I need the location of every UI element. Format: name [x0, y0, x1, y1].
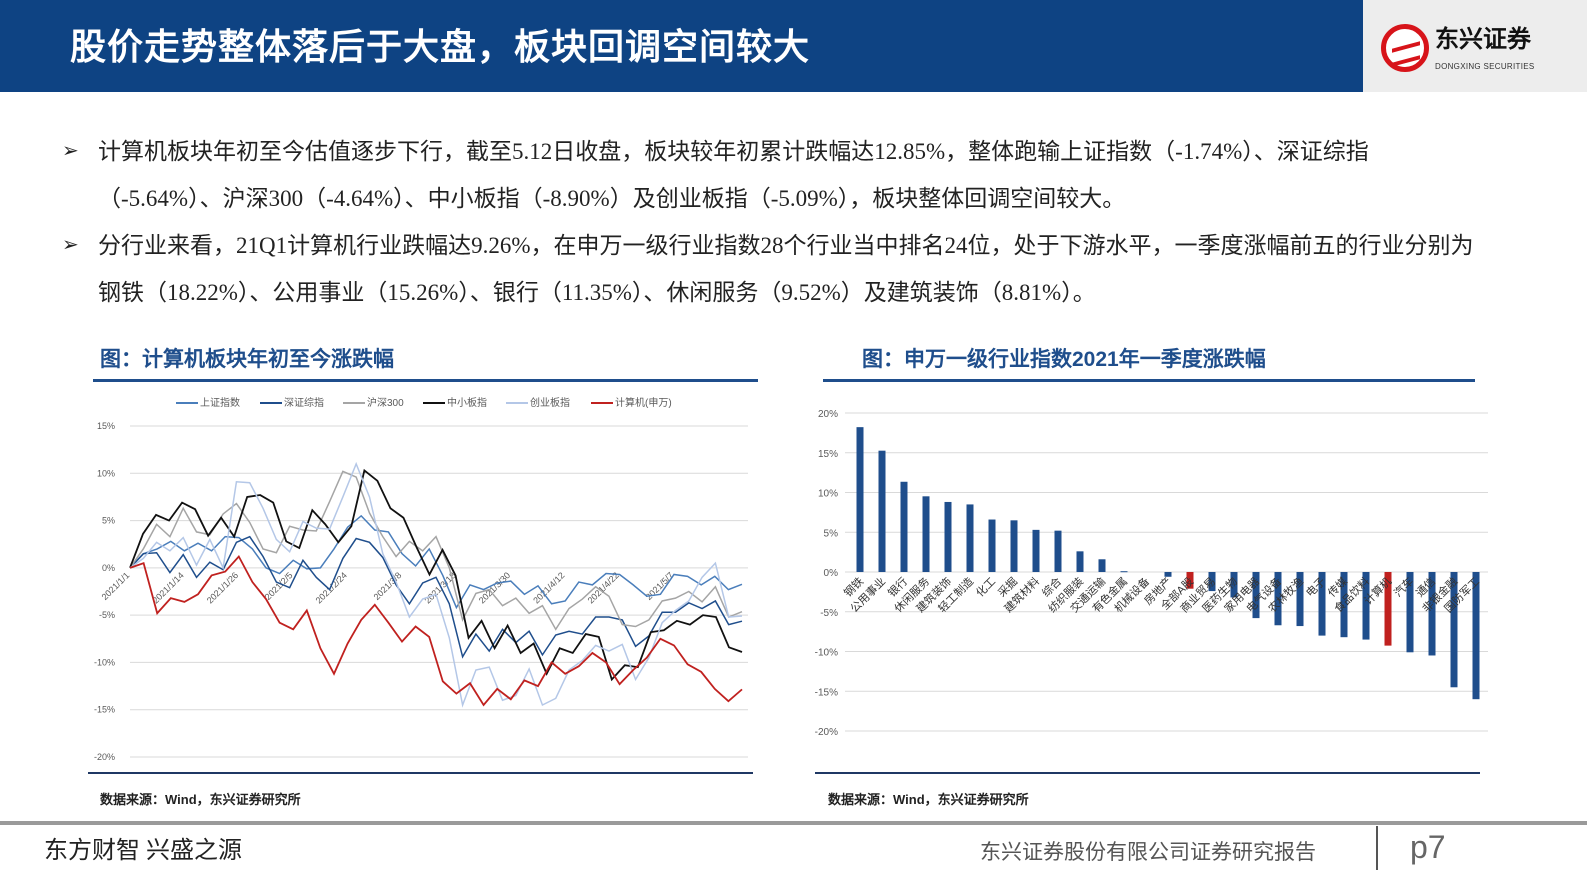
- bar-钢铁: [856, 427, 864, 572]
- y-tick-label: -10%: [94, 657, 115, 667]
- bar-建筑材料: [1032, 529, 1040, 572]
- bar-电气设备: [1274, 572, 1282, 626]
- bar-休闲服务: [922, 496, 930, 572]
- x-tick-label: 2021/2/24: [314, 570, 349, 605]
- bullet-2: ➢ 分行业来看，21Q1计算机行业跌幅达9.26%，在申万一级行业指数28个行业当…: [62, 222, 1482, 316]
- logo-emblem-icon: [1381, 24, 1429, 72]
- bullet-list: ➢ 计算机板块年初至今估值逐步下行，截至5.12日收盘，板块较年初累计跌幅达12.…: [62, 128, 1482, 316]
- bar-医药生物: [1230, 572, 1238, 598]
- series-line-5: [129, 554, 743, 707]
- y-tick-label: 10%: [818, 489, 838, 500]
- bar-chart: 20%15%10%5%0%-5%-10%-15%-20%钢铁公用事业银行休闲服务…: [815, 409, 1488, 738]
- bar-有色金属: [1120, 571, 1128, 573]
- y-tick-label: 15%: [97, 421, 115, 431]
- bar-全部A股: [1186, 572, 1194, 589]
- bar-商业贸易: [1208, 572, 1216, 592]
- logo-name-en: DONGXING SECURITIES: [1435, 62, 1535, 71]
- y-tick-label: 0%: [102, 563, 115, 573]
- x-tick-label: 2021/3/8: [372, 570, 404, 602]
- y-tick-label: -15%: [815, 687, 838, 698]
- bar-化工: [988, 519, 996, 572]
- series-line-4: [129, 461, 743, 708]
- y-tick-label: -20%: [815, 727, 838, 738]
- y-tick-label: 5%: [102, 516, 115, 526]
- chart-title-left: 图：计算机板块年初至今涨跌幅: [100, 348, 394, 371]
- x-category-label: 化工: [973, 574, 998, 599]
- divider: [88, 772, 753, 774]
- bar-建筑装饰: [944, 501, 952, 572]
- y-tick-label: -5%: [99, 610, 115, 620]
- legend-label: 创业板指: [530, 396, 570, 409]
- y-tick-label: 10%: [97, 468, 115, 478]
- series-line-2: [129, 470, 743, 631]
- bar-采掘: [1010, 520, 1018, 572]
- y-tick-label: 15%: [818, 449, 838, 460]
- bar-轻工制造: [966, 504, 974, 572]
- arrow-right-icon: ➢: [62, 140, 79, 162]
- bar-家用电器: [1252, 572, 1260, 619]
- bar-交通运输: [1098, 559, 1106, 572]
- y-tick-label: 20%: [818, 409, 838, 420]
- x-tick-label: 2021/1/1: [100, 570, 132, 602]
- line-chart: 15% 10% 5% 0% -5% -10% -15% -20% 2021/1/1 2021/1/…: [94, 396, 748, 762]
- bar-公用事业: [878, 450, 886, 572]
- page-title: 股价走势整体落后于大盘，板块回调空间较大: [70, 26, 811, 67]
- y-tick-label: 5%: [824, 528, 839, 539]
- x-tick-label: 2021/3/30: [477, 570, 512, 605]
- legend-label: 沪深300: [367, 396, 404, 409]
- y-tick-label: -20%: [94, 752, 115, 762]
- bar-房地产: [1164, 572, 1172, 577]
- y-tick-label: -5%: [820, 608, 838, 619]
- bar-电子: [1318, 572, 1326, 636]
- bar-农林牧渔: [1296, 572, 1304, 627]
- bar-食品饮料: [1362, 572, 1370, 640]
- legend-label: 中小板指: [447, 396, 487, 409]
- x-tick-label: 2021/5/7: [644, 570, 676, 602]
- source-right: 数据来源：Wind，东兴证券研究所: [828, 792, 1029, 807]
- bar-综合: [1054, 530, 1062, 572]
- divider: [1376, 826, 1378, 870]
- page-number: p7: [1410, 829, 1446, 865]
- y-tick-label: -10%: [815, 648, 838, 659]
- legend-label: 上证指数: [200, 396, 240, 409]
- chart-title-right: 图：申万一级行业指数2021年一季度涨跌幅: [862, 348, 1266, 371]
- legend-label: 计算机(申万): [615, 396, 672, 409]
- series-line-3: [129, 468, 743, 682]
- logo-name-cn: 东兴证券: [1435, 26, 1531, 53]
- footer-company: 东兴证券股份有限公司证券研究报告: [980, 840, 1316, 864]
- y-tick-label: -15%: [94, 705, 115, 715]
- y-tick-label: 0%: [824, 568, 839, 579]
- source-left: 数据来源：Wind，东兴证券研究所: [100, 792, 301, 807]
- divider: [93, 379, 758, 382]
- header-bar: 股价走势整体落后于大盘，板块回调空间较大: [0, 0, 1363, 92]
- bar-银行: [900, 481, 908, 572]
- bar-非银金融: [1450, 572, 1458, 688]
- divider: [823, 379, 1475, 382]
- bar-通信: [1428, 572, 1436, 656]
- x-tick-label: 2021/1/26: [205, 570, 240, 605]
- divider: [815, 772, 1480, 774]
- bar-国防军工: [1472, 572, 1480, 700]
- bar-传媒: [1340, 572, 1348, 638]
- footer-slogan: 东方财智 兴盛之源: [44, 838, 242, 864]
- footer-divider: [0, 821, 1587, 825]
- bullet-1: ➢ 计算机板块年初至今估值逐步下行，截至5.12日收盘，板块较年初累计跌幅达12.…: [62, 128, 1482, 222]
- company-logo: 东兴证券 DONGXING SECURITIES: [1363, 0, 1587, 92]
- bar-纺织服装: [1076, 551, 1084, 572]
- series-line-1: [129, 535, 743, 659]
- bar-计算机: [1384, 572, 1392, 646]
- legend-label: 深证综指: [284, 396, 324, 409]
- bar-汽车: [1406, 572, 1414, 653]
- arrow-right-icon: ➢: [62, 234, 79, 256]
